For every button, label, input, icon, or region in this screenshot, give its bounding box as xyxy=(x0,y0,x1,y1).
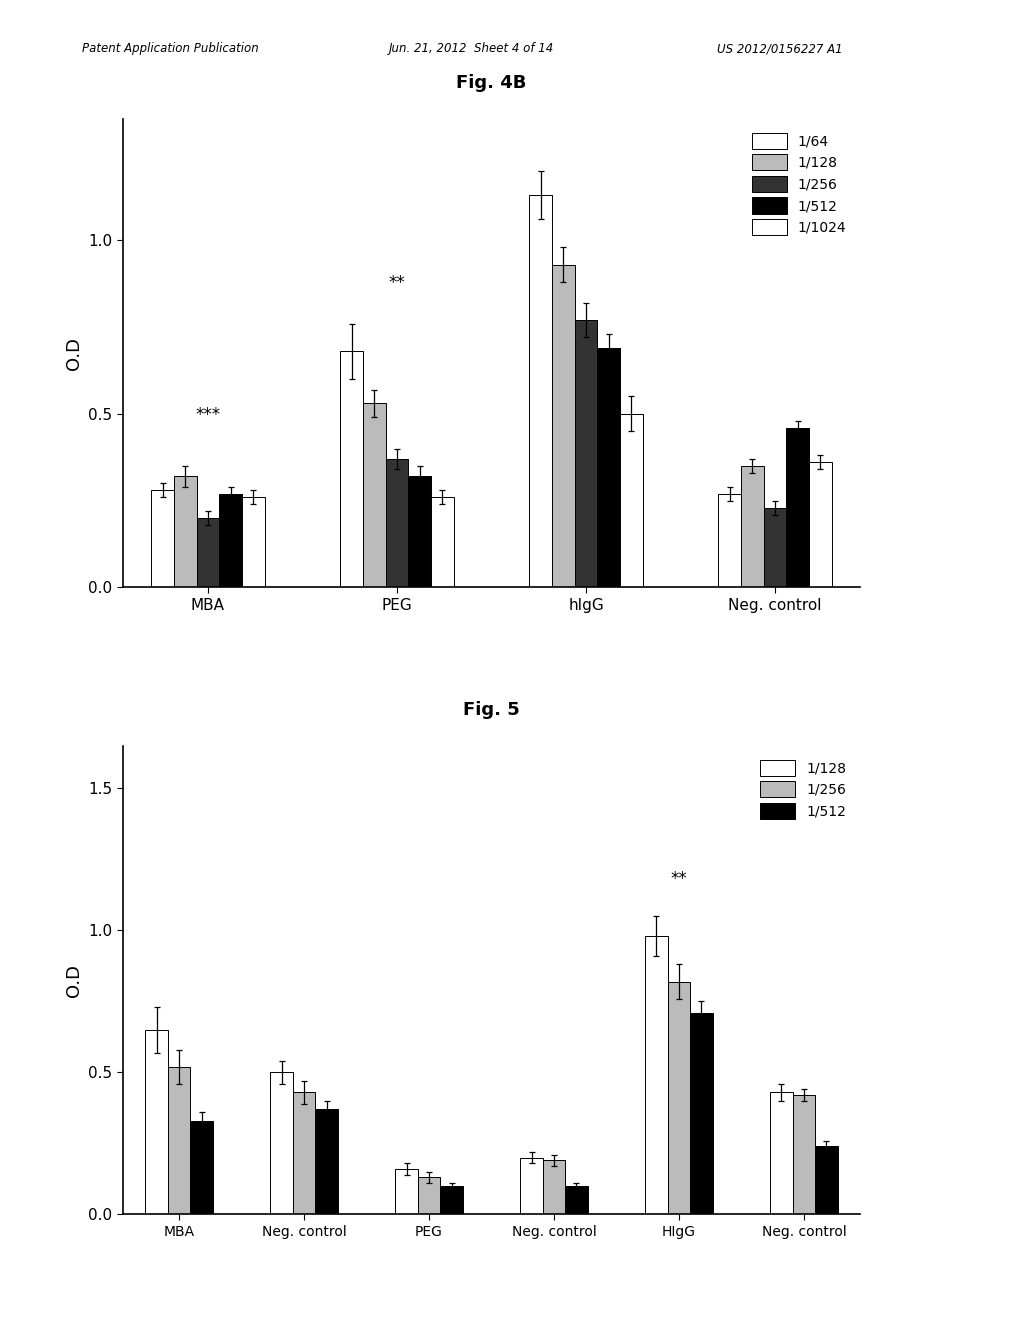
Bar xyxy=(764,508,786,587)
Text: Fig. 5: Fig. 5 xyxy=(463,701,520,719)
Bar xyxy=(809,462,831,587)
Legend: 1/128, 1/256, 1/512: 1/128, 1/256, 1/512 xyxy=(754,752,853,826)
Bar xyxy=(741,466,764,587)
Bar xyxy=(552,264,574,587)
Bar xyxy=(440,1185,463,1214)
Bar xyxy=(409,477,431,587)
Bar xyxy=(621,414,643,587)
Y-axis label: O.D: O.D xyxy=(65,337,83,370)
Text: **: ** xyxy=(671,870,687,888)
Text: Patent Application Publication: Patent Application Publication xyxy=(82,42,259,55)
Bar xyxy=(190,1121,213,1214)
Bar xyxy=(770,1092,793,1214)
Bar xyxy=(597,348,621,587)
Bar xyxy=(815,1146,838,1214)
Bar xyxy=(395,1170,418,1214)
Bar xyxy=(270,1072,293,1214)
Text: ***: *** xyxy=(196,407,220,424)
Bar xyxy=(645,936,668,1214)
Bar xyxy=(543,1160,565,1214)
Bar xyxy=(242,498,264,587)
Bar xyxy=(219,494,242,587)
Bar xyxy=(174,477,197,587)
Bar xyxy=(145,1030,168,1214)
Bar xyxy=(520,1158,543,1214)
Bar xyxy=(529,195,552,587)
Bar xyxy=(719,494,741,587)
Text: Fig. 4B: Fig. 4B xyxy=(457,74,526,92)
Bar xyxy=(362,404,386,587)
Bar xyxy=(197,517,219,587)
Bar xyxy=(574,321,597,587)
Bar xyxy=(793,1096,815,1214)
Y-axis label: O.D: O.D xyxy=(65,964,83,997)
Text: US 2012/0156227 A1: US 2012/0156227 A1 xyxy=(717,42,843,55)
Bar xyxy=(431,498,454,587)
Bar xyxy=(340,351,362,587)
Bar xyxy=(786,428,809,587)
Bar xyxy=(668,982,690,1214)
Bar xyxy=(565,1185,588,1214)
Bar xyxy=(152,490,174,587)
Bar xyxy=(315,1109,338,1214)
Legend: 1/64, 1/128, 1/256, 1/512, 1/1024: 1/64, 1/128, 1/256, 1/512, 1/1024 xyxy=(744,125,853,242)
Text: **: ** xyxy=(389,275,406,292)
Bar xyxy=(690,1012,713,1214)
Bar xyxy=(386,459,409,587)
Bar xyxy=(418,1177,440,1214)
Text: Jun. 21, 2012  Sheet 4 of 14: Jun. 21, 2012 Sheet 4 of 14 xyxy=(389,42,554,55)
Bar xyxy=(293,1092,315,1214)
Bar xyxy=(168,1067,190,1214)
